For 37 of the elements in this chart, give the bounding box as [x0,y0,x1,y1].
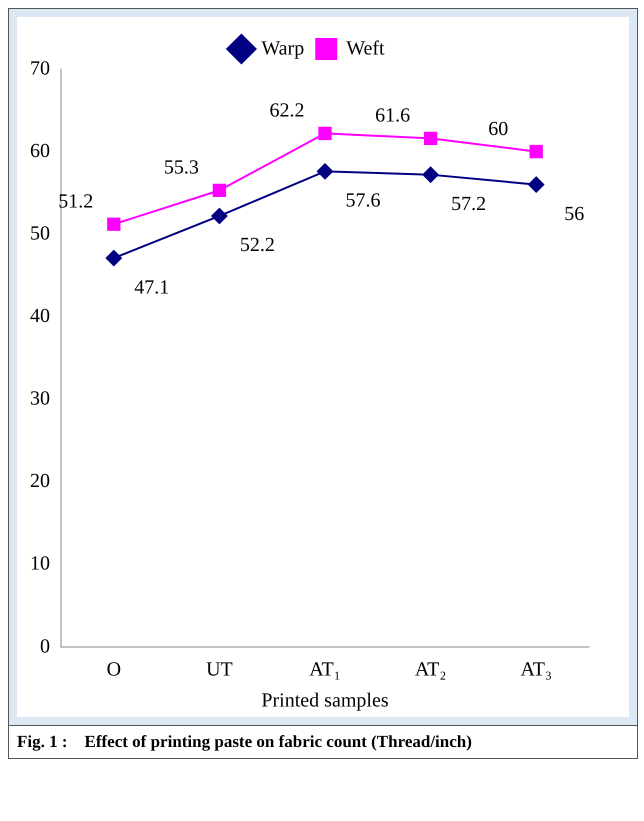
data-label: 55.3 [164,156,199,179]
point [106,250,122,266]
y-tick-label: 20 [30,470,50,492]
point [317,163,333,180]
x-tick-label: AT₂ [414,658,446,680]
point [107,218,120,231]
y-tick-label: 40 [30,304,50,327]
data-label: 60 [488,118,508,140]
data-label: 52.2 [240,234,275,256]
data-label: 47.1 [134,276,170,298]
data-label: 51.2 [58,190,94,212]
legend-label: Warp [261,37,304,60]
x-axis-title: Printed samples [261,689,389,712]
point [211,208,228,224]
y-tick-label: 70 [30,57,50,80]
point [318,126,332,140]
point [424,132,438,146]
legend-label: Weft [346,37,386,60]
data-label: 57.2 [451,192,486,215]
data-label: 62.2 [270,100,304,122]
y-tick-label: 0 [40,635,50,658]
point [530,144,543,158]
y-tick-label: 60 [30,140,50,162]
text: Fig. 1 : Effect of printing paste on fabric count (Thread/inch) [9,725,637,758]
y-tick-label: 30 [30,388,50,410]
x-tick-label: AT₃ [520,658,552,680]
y-tick-label: 10 [30,552,50,575]
point [422,166,439,183]
point [212,184,226,198]
y-tick-label: 50 [30,222,50,244]
x-tick-label: O [106,658,122,680]
point [528,176,544,193]
x-tick-label: UT [206,658,233,680]
data-label: 56 [564,202,584,225]
x-tick-label: AT₁ [309,658,341,680]
data-label: 61.6 [375,104,410,127]
data-label: 57.6 [346,190,380,212]
